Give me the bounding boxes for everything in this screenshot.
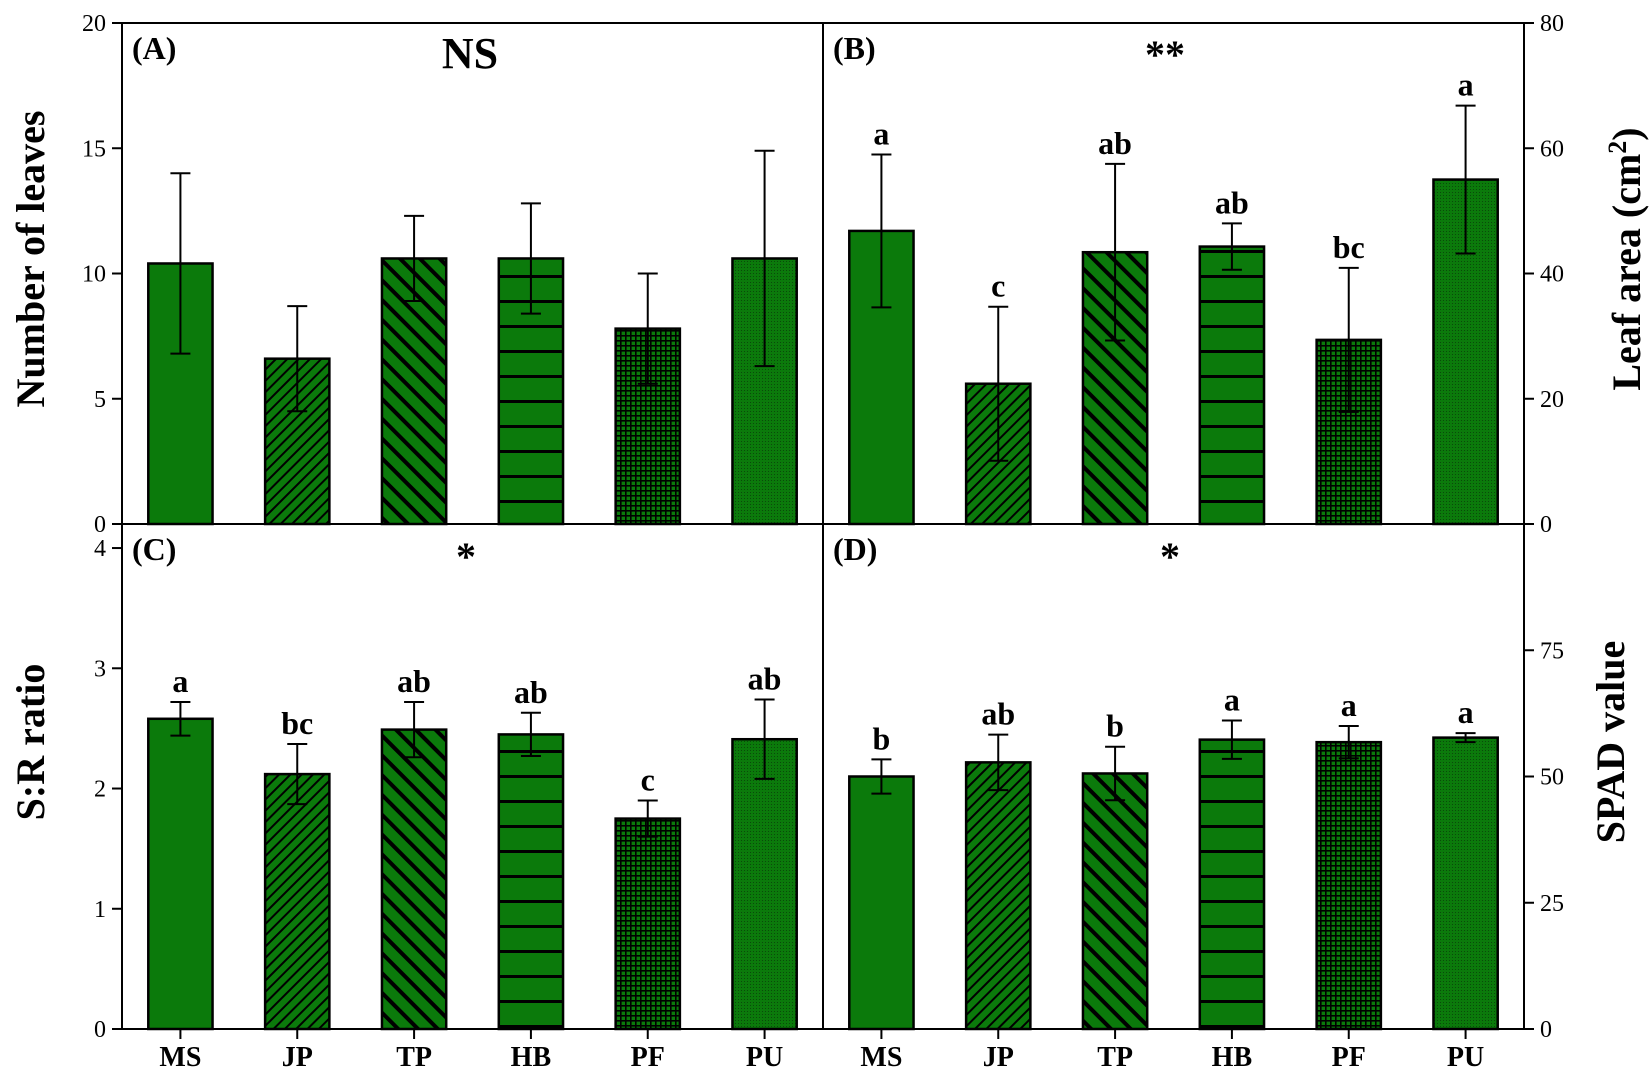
panel-d-category-ms: MS (860, 1042, 902, 1073)
panel-d-significance: * (1160, 534, 1180, 579)
panel-c-category-hb: HB (511, 1042, 551, 1073)
panel-d-ytick-label: 0 (1540, 1017, 1552, 1043)
panel-c-letter-ms: a (172, 663, 188, 699)
panel-b-bar-hb (1198, 245, 1266, 526)
panel-b-ylabel-close: ) (1604, 127, 1649, 140)
panel-a-frame (121, 22, 824, 525)
panel-c-letter-pf: c (641, 762, 655, 798)
panel-b-frame (822, 22, 1525, 525)
panel-d-bar-tp (1081, 772, 1149, 1031)
panel-b-label: (B) (833, 30, 876, 66)
panel-d-ytick-label: 25 (1540, 891, 1564, 917)
panel-d-letter-tp: b (1106, 708, 1124, 744)
panel-c-ylabel: S:R ratio (8, 664, 53, 821)
panel-a-ytick-label: 10 (82, 262, 106, 288)
panel-c-ytick-label: 4 (94, 536, 106, 562)
panel-c-bar-ms (147, 717, 214, 1031)
panel-d-category-pf: PF (1332, 1042, 1366, 1073)
panel-d-letter-pu: a (1458, 694, 1474, 730)
panel-d-category-tp: TP (1097, 1042, 1133, 1073)
panel-d-letter-ms: b (873, 720, 891, 756)
panel-c-category-tp: TP (396, 1042, 432, 1073)
panel-c-category-ms: MS (159, 1042, 201, 1073)
panel-c-bar-pf (614, 817, 682, 1031)
panel-b-ytick-label: 60 (1540, 136, 1564, 162)
panel-c-bar-hb (497, 733, 565, 1031)
panel-d-bar-pf (1315, 740, 1383, 1031)
panel-b-bar-ms (848, 229, 915, 526)
panel-b-ytick-label: 20 (1540, 387, 1564, 413)
panel-c-bar-jp (263, 772, 331, 1031)
panel-c-letter-tp: ab (397, 663, 431, 699)
panel-c-bar-pu (731, 737, 798, 1031)
panel-b-letter-jp: c (991, 268, 1005, 304)
panel-c-ytick-label: 0 (94, 1017, 106, 1043)
panel-d-ytick-label: 75 (1540, 638, 1564, 664)
panel-b-letter-ms: a (873, 116, 889, 152)
panel-d-bar-pu (1432, 736, 1499, 1031)
panel-c-label: (C) (132, 531, 176, 567)
panel-d-category-hb: HB (1212, 1042, 1252, 1073)
panel-c-ytick-label: 2 (94, 777, 106, 803)
panel-d-letter-pf: a (1341, 687, 1357, 723)
panel-a-ylabel: Number of leaves (8, 111, 53, 408)
panel-d-ylabel: SPAD value (1588, 641, 1633, 844)
panel-b-ylabel-superscript: 2 (1603, 141, 1632, 154)
panel-c-bar-tp (380, 728, 448, 1031)
panel-a-ytick-label: 5 (94, 387, 106, 413)
panel-d-bar-hb (1198, 738, 1266, 1031)
panel-b-letter-pu: a (1458, 67, 1474, 103)
panel-b-ytick-label: 80 (1540, 11, 1564, 37)
panel-d-letter-hb: a (1224, 681, 1240, 717)
panel-a-bar-tp (380, 257, 448, 526)
panel-d-category-jp: JP (983, 1042, 1014, 1073)
panel-d-ytick-label: 50 (1540, 765, 1564, 791)
panel-d-category-pu: PU (1447, 1042, 1484, 1073)
panel-a-significance: NS (442, 29, 498, 78)
panel-c-ytick-label: 3 (94, 656, 106, 682)
panel-b-ytick-label: 0 (1540, 512, 1552, 538)
panel-d-bar-jp (964, 761, 1032, 1031)
panel-a-label: (A) (132, 30, 176, 66)
panel-d-bar-ms (848, 775, 915, 1031)
panel-c-category-jp: JP (282, 1042, 313, 1073)
panel-d-label: (D) (833, 531, 877, 567)
panel-c-significance: * (456, 534, 476, 579)
panel-c-category-pf: PF (631, 1042, 665, 1073)
panel-a-ytick-label: 0 (94, 512, 106, 538)
panel-b-ylabel-main: Leaf area (cm (1604, 154, 1649, 391)
panel-b-letter-hb: ab (1215, 184, 1249, 220)
panel-c-ytick-label: 1 (94, 897, 106, 923)
panel-d-frame (822, 523, 1525, 1030)
panel-c-letter-hb: ab (514, 674, 548, 710)
panel-b-ylabel: Leaf area (cm2) (1603, 127, 1650, 390)
panel-a-ytick-label: 15 (82, 136, 106, 162)
panel-b-letter-tp: ab (1098, 125, 1132, 161)
panel-c-letter-pu: ab (748, 661, 782, 697)
panel-c-category-pu: PU (746, 1042, 783, 1073)
panel-c-frame (121, 523, 824, 1030)
panel-b-ytick-label: 40 (1540, 262, 1564, 288)
panel-c-letter-jp: bc (281, 705, 313, 741)
panel-b-significance: ** (1145, 32, 1185, 77)
panel-a-ytick-label: 20 (82, 11, 106, 37)
panel-b-letter-pf: bc (1333, 229, 1365, 265)
panel-d-letter-jp: ab (981, 696, 1015, 732)
